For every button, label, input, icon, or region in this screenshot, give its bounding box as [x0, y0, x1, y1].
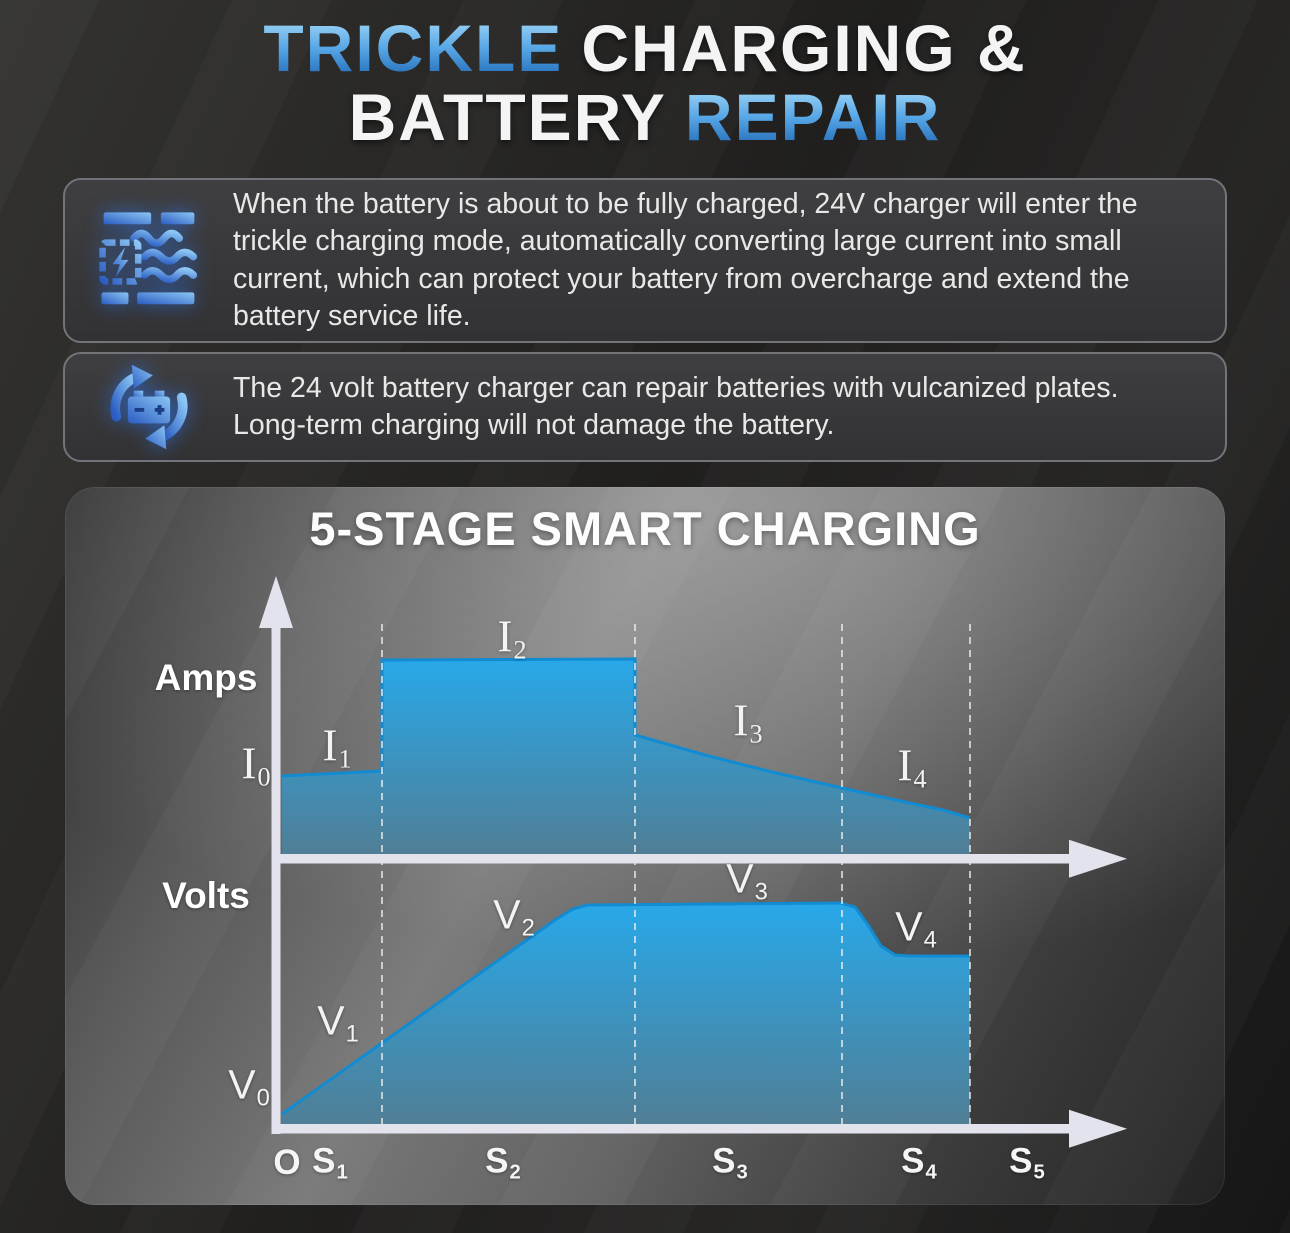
- current-label-I4: I4: [897, 740, 927, 794]
- volts-x-axis-arrowhead: [1069, 1109, 1127, 1148]
- x-tick-S5: S5: [1009, 1141, 1045, 1184]
- amps-curve: [281, 657, 971, 820]
- voltage-label-V1: V1: [317, 997, 359, 1048]
- volts-x-axis-line: [271, 1124, 1071, 1134]
- current-label-I1: I1: [322, 720, 352, 774]
- x-tick-S2: S2: [485, 1141, 521, 1184]
- volts-curve: [281, 901, 970, 1116]
- current-label-I0: I0: [241, 738, 271, 792]
- page-title: TRICKLE CHARGING & BATTERY REPAIR: [0, 11, 1290, 153]
- charging-waves-icon: [65, 207, 233, 315]
- title-word-battery: BATTERY: [348, 80, 667, 155]
- x-tick-O: O: [273, 1143, 301, 1182]
- current-label-I3: I3: [733, 695, 763, 749]
- x-tick-S4: S4: [901, 1141, 937, 1184]
- amps-area: [282, 659, 970, 856]
- charging-curves-svg: [259, 576, 1127, 1148]
- trickle-charging-info-box: When the battery is about to be fully ch…: [63, 178, 1227, 343]
- title-line1: TRICKLE CHARGING &: [0, 11, 1290, 85]
- axis-label-volts: Volts: [162, 875, 250, 916]
- title-word-charging: CHARGING &: [581, 11, 1027, 85]
- x-tick-S1: S1: [312, 1141, 348, 1184]
- title-line2: BATTERY REPAIR: [0, 83, 1290, 152]
- charging-waves-icon-svg: [99, 211, 198, 304]
- title-word-repair: REPAIR: [676, 80, 950, 154]
- charging-chart: I0 I1 I2 I3 I4 V0 V1 V2 V3 V4 O S1 S2 S3 S4 S5 Amps Volts: [65, 550, 1225, 1205]
- amps-x-axis-arrowhead: [1069, 839, 1127, 878]
- battery-repair-icon: [65, 359, 233, 455]
- voltage-label-V4: V4: [895, 903, 937, 954]
- battery-repair-text: The 24 volt battery charger can repair b…: [233, 371, 1119, 441]
- chart-title: 5-STAGE SMART CHARGING: [309, 502, 981, 555]
- title-word-trickle: TRICKLE: [254, 11, 572, 85]
- smart-charging-panel: 5-STAGE SMART CHARGING I0 I1 I2 I3 I4 V0 V1 V2 V…: [65, 487, 1225, 1205]
- voltage-label-V0: V0: [228, 1061, 270, 1112]
- amps-x-axis-line: [271, 854, 1071, 864]
- trickle-charging-text: When the battery is about to be fully ch…: [233, 188, 1138, 332]
- current-label-I2: I2: [497, 611, 527, 665]
- y-axis-arrowhead: [259, 576, 293, 628]
- y-axis-line: [271, 622, 281, 1134]
- battery-repair-info-box: The 24 volt battery charger can repair b…: [63, 352, 1227, 462]
- voltage-label-V2: V2: [493, 891, 535, 942]
- x-tick-S3: S3: [712, 1141, 748, 1184]
- voltage-label-V3: V3: [726, 855, 768, 906]
- volts-area: [282, 903, 970, 1126]
- battery-repair-icon-svg: [110, 364, 188, 450]
- axis-label-amps: Amps: [154, 657, 258, 698]
